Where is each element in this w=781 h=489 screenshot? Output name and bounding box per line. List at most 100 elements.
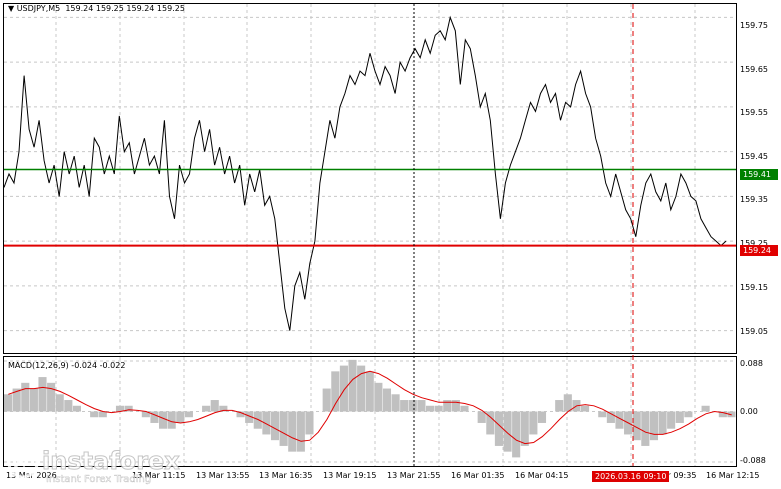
time-tick: 13 Mar 16:35 (259, 471, 313, 480)
macd-histogram-bar (296, 411, 305, 452)
macd-histogram-bar (632, 411, 641, 441)
macd-histogram-bar (684, 411, 693, 418)
macd-histogram-bar (675, 411, 684, 423)
macd-histogram-bar (357, 365, 366, 412)
time-tick: 16 Mar 12:15 (706, 471, 760, 480)
symbol-header: ▼ USDJPY,M5 159.24 159.25 159.24 159.25 (8, 4, 185, 13)
ohlc-values: 159.24 159.25 159.24 159.25 (65, 4, 185, 13)
price-tick: 159.55 (740, 108, 768, 117)
symbol-name: USDJPY,M5 (16, 4, 61, 13)
macd-histogram-bar (90, 411, 99, 418)
watermark-tagline: Instant Forex Trading (46, 474, 152, 485)
macd-header: MACD(12,26,9) -0.024 -0.022 (8, 361, 126, 370)
macd-histogram-bar (408, 400, 417, 412)
macd-signal-line (8, 370, 732, 445)
macd-histogram-bar (38, 377, 47, 412)
watermark-brand: instaforex (42, 447, 181, 476)
macd-histogram-bar (64, 400, 73, 412)
price-tick: 159.15 (740, 283, 768, 292)
macd-histogram-bar (365, 371, 374, 412)
collapse-triangle-icon[interactable]: ▼ (8, 4, 17, 13)
macd-histogram-bar (503, 411, 512, 452)
macd-histogram-bar (262, 411, 271, 435)
price-tick: 159.05 (740, 327, 768, 336)
macd-tick: 0.088 (740, 359, 763, 368)
time-tick: 16 Mar 01:35 (451, 471, 505, 480)
green-level-tag: 159.41 (740, 169, 778, 180)
macd-histogram-bar (245, 411, 254, 423)
macd-histogram-bar (615, 411, 624, 429)
macd-histogram-bar (141, 411, 150, 418)
price-tick: 159.25 (740, 239, 768, 248)
macd-histogram-bar (270, 411, 280, 441)
macd-histogram-bar (649, 411, 658, 441)
macd-histogram-bar (4, 394, 13, 412)
macd-histogram-bar (47, 382, 56, 412)
macd-histogram-bar (718, 411, 727, 418)
macd-tick: -0.088 (740, 456, 766, 465)
macd-histogram-bar (606, 411, 615, 423)
instaforex-logo-icon (7, 447, 39, 479)
macd-histogram-bar (331, 371, 340, 412)
macd-histogram-bar (115, 405, 125, 412)
macd-histogram-bar (236, 411, 245, 418)
macd-histogram-bar (219, 405, 228, 412)
macd-histogram-bar (202, 405, 211, 412)
macd-histogram-bar (520, 411, 529, 446)
price-tick: 159.75 (740, 21, 768, 30)
price-tick: 159.65 (740, 65, 768, 74)
macd-histogram-bar (21, 382, 30, 412)
macd-histogram-bar (176, 411, 185, 423)
cursor-date-tag: 2026.03.16 09:10 (592, 471, 670, 482)
macd-histogram-bar (555, 400, 564, 412)
macd-histogram-bar (279, 411, 288, 446)
macd-histogram-bar (339, 365, 348, 412)
macd-histogram-bar (184, 411, 193, 418)
macd-histogram-bar (434, 405, 443, 412)
macd-histogram-bar (98, 411, 107, 418)
macd-histogram-bar (529, 411, 538, 435)
time-tick: 13 Mar 13:55 (196, 471, 250, 480)
macd-histogram-bar (417, 400, 426, 412)
macd-histogram-bar (563, 394, 572, 412)
macd-histogram-bar (400, 400, 409, 412)
red-level-tag: 159.24 (740, 245, 778, 256)
macd-histogram-bar (159, 411, 168, 429)
macd-histogram-bar (124, 405, 133, 412)
macd-histogram-bar (425, 405, 435, 412)
macd-histogram-bar (537, 411, 547, 423)
macd-histogram-bar (512, 411, 521, 458)
macd-histogram-bar (167, 411, 176, 429)
macd-histogram-bar (667, 411, 676, 429)
macd-histogram-bar (701, 405, 710, 412)
price-tick: 159.45 (740, 152, 768, 161)
price-line (3, 15, 727, 331)
macd-histogram-bar (451, 400, 460, 412)
macd-histogram-bar (391, 394, 400, 412)
macd-histogram-bar (460, 405, 469, 412)
macd-histogram-bar (253, 411, 262, 429)
macd-histogram-bar (580, 405, 590, 412)
time-tick: 16 Mar 09:35 (643, 471, 697, 480)
macd-histogram-bar (641, 411, 650, 446)
macd-histogram-bar (55, 394, 64, 412)
macd-histogram-bar (288, 411, 297, 452)
time-tick: 13 Mar 19:15 (323, 471, 377, 480)
time-tick: 13 Mar 21:55 (387, 471, 441, 480)
macd-histogram-bar (374, 382, 383, 412)
macd-histogram-bar (150, 411, 159, 423)
macd-histogram-bar (322, 388, 331, 412)
macd-histogram-bar (598, 411, 607, 418)
macd-histogram-bar (305, 411, 314, 435)
macd-histogram-bar (72, 405, 82, 412)
macd-histogram-bar (210, 400, 219, 412)
macd-histogram-bar (486, 411, 495, 435)
macd-histogram-bar (477, 411, 486, 423)
price-tick: 159.35 (740, 195, 768, 204)
macd-histogram-bar (494, 411, 503, 446)
macd-histogram-bar (443, 400, 452, 412)
time-tick: 13 Mar 11:15 (132, 471, 186, 480)
time-tick: 16 Mar 04:15 (515, 471, 569, 480)
